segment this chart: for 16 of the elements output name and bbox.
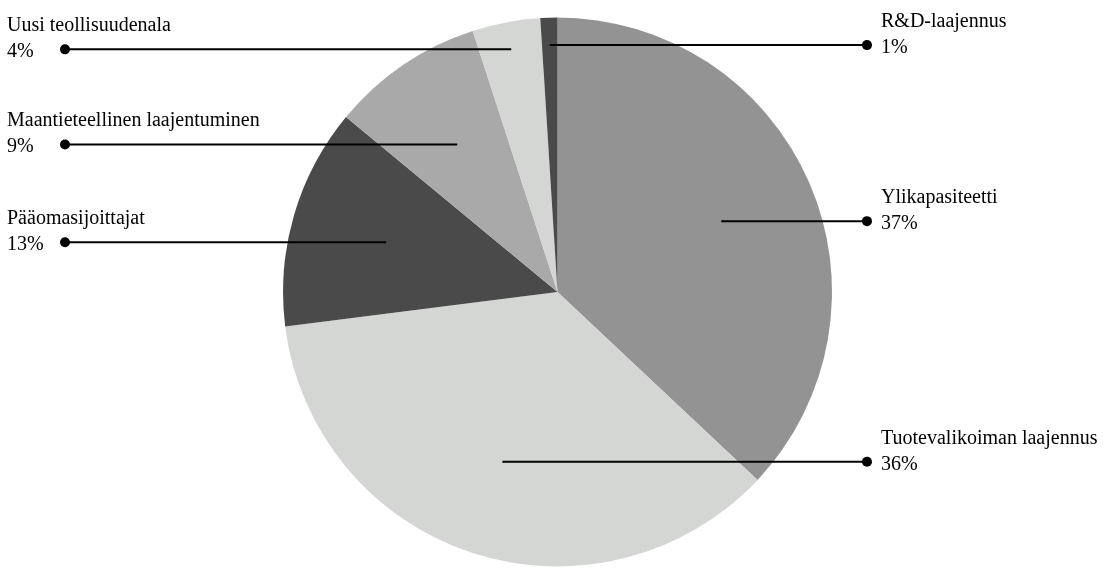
data-label: 9% (7, 134, 34, 156)
slice-label: Ylikapasiteetti (881, 185, 999, 208)
data-label: 37% (881, 211, 918, 233)
slice-label: R&D-laajennus (881, 9, 1007, 32)
pie-slice (285, 292, 758, 566)
pie-slice (346, 30, 558, 292)
slice-label: Maantieteellinen laajentuminen (7, 108, 260, 131)
data-label: 36% (881, 452, 918, 474)
data-label: 13% (7, 232, 44, 254)
pie-slice (557, 17, 832, 480)
slice-label: Uusi teollisuudenala (7, 13, 171, 35)
pie-slice (472, 18, 558, 292)
slice-label: Tuotevalikoiman laajennus (881, 426, 1098, 449)
slice-label: Pääomasijoittajat (7, 206, 146, 229)
data-label: 4% (7, 39, 34, 61)
data-label: 1% (881, 35, 908, 57)
